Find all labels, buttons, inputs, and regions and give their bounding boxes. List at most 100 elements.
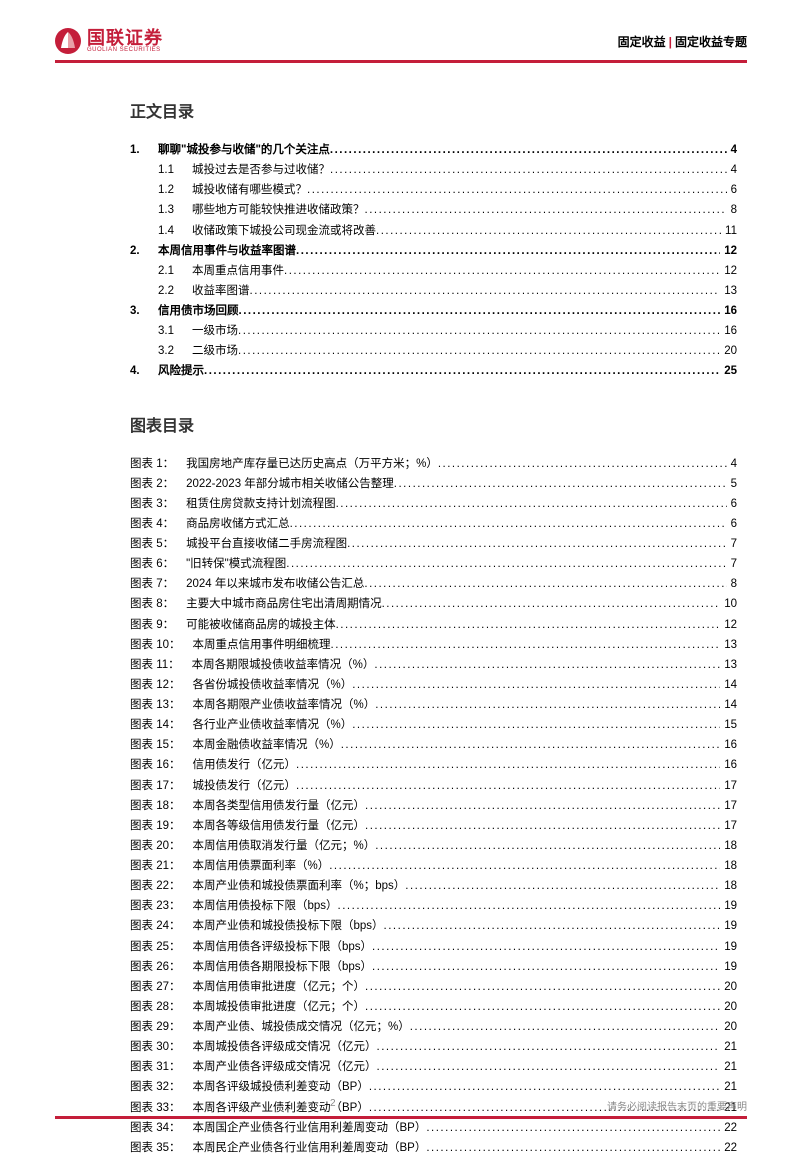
figure-entry: 图表 10：本周重点信用事件明细梳理......................…	[130, 635, 737, 655]
toc-entry-number: 1.1	[158, 160, 192, 180]
figure-dots: ........................................…	[377, 1037, 721, 1057]
toc-dots: ........................................…	[204, 361, 720, 381]
figure-entry-page: 20	[720, 997, 737, 1017]
figure-entry-label: 图表 16：	[130, 755, 181, 775]
figure-dots: ........................................…	[329, 856, 720, 876]
toc-entry-page: 12	[720, 241, 737, 261]
figure-entry: 图表 32：本周各评级城投债利差变动（BP）..................…	[130, 1077, 737, 1097]
figure-entry: 图表 12：各省份城投债收益率情况（%）....................…	[130, 675, 737, 695]
figure-entry-text: "旧转保"模式流程图	[186, 554, 286, 574]
figure-entry-label: 图表 12：	[130, 675, 181, 695]
figure-entry-text: 我国房地产库存量已达历史高点（万平方米；%）	[186, 454, 438, 474]
toc-entry-number: 1.4	[158, 221, 192, 241]
toc-dots: ........................................…	[239, 301, 721, 321]
toc-dots: ........................................…	[330, 140, 727, 160]
figure-dots: ........................................…	[365, 997, 720, 1017]
figure-entry-text: 本周各期限城投债收益率情况（%）	[192, 655, 375, 675]
logo-icon	[55, 28, 81, 54]
toc-title: 正文目录	[130, 98, 737, 122]
figure-entry-page: 21	[720, 1037, 737, 1057]
footer-red-bar	[55, 1116, 747, 1119]
toc-entry-number: 1.3	[158, 200, 192, 220]
figure-entry: 图表 17：城投债发行（亿元）.........................…	[130, 776, 737, 796]
page-number: 2	[330, 1098, 336, 1113]
figure-entry-page: 15	[720, 715, 737, 735]
figure-entry: 图表 14：各行业产业债收益率情况（%）....................…	[130, 715, 737, 735]
figure-entry-text: 本周各类型信用债发行量（亿元）	[193, 796, 366, 816]
figure-entry: 图表 2：2022-2023 年部分城市相关收储公告整理............…	[130, 474, 737, 494]
figure-entry-text: 租赁住房贷款支持计划流程图	[186, 494, 336, 514]
figure-dots: ........................................…	[394, 474, 727, 494]
toc-entry-text: 二级市场	[192, 341, 238, 361]
figure-entry-page: 19	[720, 937, 737, 957]
logo-text-en: GUOLIAN SECURITIES	[87, 47, 163, 53]
toc-entry: 1.聊聊"城投参与收储"的几个关注点......................…	[130, 140, 737, 160]
figure-entry-text: 本周民企产业债各行业信用利差周变动（BP）	[193, 1138, 427, 1158]
toc-entry-page: 6	[727, 180, 737, 200]
toc-entry-text: 城投收储有哪些模式？	[192, 180, 307, 200]
figure-entry-label: 图表 24：	[130, 916, 181, 936]
figure-entry-text: 主要大中城市商品房住宅出清周期情况	[186, 594, 382, 614]
figure-dots: ........................................…	[341, 735, 720, 755]
toc-entry-text: 本周信用事件与收益率图谱	[158, 241, 296, 261]
header-category: 固定收益|固定收益专题	[618, 33, 747, 50]
figure-entry-label: 图表 27：	[130, 977, 181, 997]
figure-entry: 图表 11：本周各期限城投债收益率情况（%）..................…	[130, 655, 737, 675]
toc-entry-text: 本周重点信用事件	[192, 261, 284, 281]
toc-entry: 2.1本周重点信用事件.............................…	[158, 261, 737, 281]
figure-entry-page: 16	[720, 755, 737, 775]
figure-entry-page: 18	[720, 856, 737, 876]
toc-entry: 1.1城投过去是否参与过收储？.........................…	[158, 160, 737, 180]
toc-entry: 3.信用债市场回顾...............................…	[130, 301, 737, 321]
figure-entry-text: 城投平台直接收储二手房流程图	[186, 534, 347, 554]
figure-entry-text: 本周产业债和城投债票面利率（%；bps）	[193, 876, 406, 896]
figure-entry: 图表 21：本周信用债票面利率（%）......................…	[130, 856, 737, 876]
toc-entry-page: 16	[720, 301, 737, 321]
figure-dots: ........................................…	[384, 916, 721, 936]
figure-entry-label: 图表 9：	[130, 615, 174, 635]
figure-entry: 图表 16： 信用债发行（亿元）.........................…	[130, 755, 737, 775]
figure-entry-label: 图表 19：	[130, 816, 181, 836]
figure-dots: ........................................…	[296, 755, 720, 775]
toc-entry-text: 信用债市场回顾	[158, 301, 239, 321]
toc-entry-page: 4	[727, 140, 737, 160]
toc-entry: 4.风险提示..................................…	[130, 361, 737, 381]
figure-entry-page: 7	[727, 554, 737, 574]
figure-entry: 图表 23：本周信用债投标下限（bps）....................…	[130, 896, 737, 916]
figure-entry-page: 19	[720, 916, 737, 936]
toc-entry: 2.2收益率图谱................................…	[158, 281, 737, 301]
toc-dots: ........................................…	[296, 241, 720, 261]
toc-entry-text: 一级市场	[192, 321, 238, 341]
figure-entry: 图表 27：本周信用债审批进度（亿元；个）...................…	[130, 977, 737, 997]
figure-dots: ........................................…	[290, 514, 727, 534]
footer-declaration: 请务必阅读报告末页的重要声明	[607, 1098, 747, 1113]
toc-entry-text: 风险提示	[158, 361, 204, 381]
toc-dots: ........................................…	[376, 221, 721, 241]
figure-entry-page: 6	[727, 494, 737, 514]
figure-entry-text: 信用债发行（亿元）	[193, 755, 297, 775]
toc-entry-text: 聊聊"城投参与收储"的几个关注点	[158, 140, 330, 160]
figure-entry-text: 本周国企产业债各行业信用利差周变动（BP）	[193, 1118, 427, 1138]
figure-entry-label: 图表 28：	[130, 997, 181, 1017]
logo-text-cn: 国联证券	[87, 29, 163, 47]
figure-dots: ........................................…	[375, 836, 720, 856]
figure-entry: 图表 3：租赁住房贷款支持计划流程图......................…	[130, 494, 737, 514]
figure-dots: ........................................…	[410, 1017, 720, 1037]
figure-dots: ........................................…	[365, 796, 720, 816]
figure-entry-label: 图表 11：	[130, 655, 180, 675]
figure-entry: 图表 25：本周信用债各评级投标下限（bps）.................…	[130, 937, 737, 957]
toc-entry: 3.1一级市场.................................…	[158, 321, 737, 341]
figure-entry-text: 本周信用债取消发行量（亿元；%）	[193, 836, 376, 856]
figure-entry-label: 图表 34：	[130, 1118, 181, 1138]
figure-entry-label: 图表 4：	[130, 514, 174, 534]
figure-entry: 图表 30：本周城投债各评级成交情况（亿元）..................…	[130, 1037, 737, 1057]
figure-dots: ........................................…	[438, 454, 727, 474]
toc-entry-page: 11	[721, 221, 737, 241]
toc-dots: ........................................…	[238, 341, 720, 361]
figure-dots: ........................................…	[352, 715, 720, 735]
figure-dots: ........................................…	[382, 594, 721, 614]
figure-entry-page: 19	[720, 957, 737, 977]
figure-entry-text: 2024 年以来城市发布收储公告汇总	[186, 574, 364, 594]
figure-entry-page: 17	[720, 816, 737, 836]
figure-entry-text: 本周金融债收益率情况（%）	[193, 735, 341, 755]
